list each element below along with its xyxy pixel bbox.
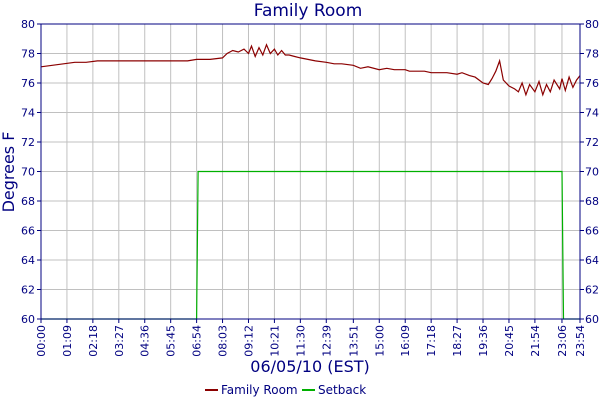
y-tick-label-left: 70 [21, 166, 35, 179]
y-tick-label-right: 64 [585, 254, 599, 267]
y-tick-label-right: 78 [585, 48, 599, 61]
y-tick-label-right: 70 [585, 166, 599, 179]
x-tick-label: 21:54 [529, 325, 542, 357]
y-tick-label-left: 64 [21, 254, 35, 267]
x-tick-label: 04:36 [139, 325, 152, 357]
y-tick-label-right: 62 [585, 284, 599, 297]
x-tick-label: 06:54 [191, 325, 204, 357]
y-tick-label-left: 72 [21, 136, 35, 149]
y-tick-label-right: 76 [585, 77, 599, 90]
x-tick-label: 10:21 [268, 325, 281, 357]
x-tick-label: 09:12 [242, 325, 255, 357]
y-tick-label-right: 66 [585, 225, 599, 238]
legend: Family Room Setback [205, 383, 366, 397]
y-tick-label-right: 80 [585, 18, 599, 31]
x-tick-label: 01:09 [61, 325, 74, 357]
x-tick-label: 03:27 [113, 325, 126, 357]
x-tick-label: 05:45 [165, 325, 178, 357]
y-axis-right: 60 62 64 66 68 70 72 74 76 78 80 [580, 18, 599, 326]
x-tick-label: 08:03 [217, 325, 230, 357]
x-tick-label: 16:09 [399, 325, 412, 357]
x-tick-label: 23:06 [556, 325, 569, 357]
x-tick-label: 17:18 [425, 325, 438, 357]
x-tick-label: 13:51 [347, 325, 360, 357]
y-tick-label-left: 80 [21, 18, 35, 31]
x-tick-label: 00:00 [35, 325, 48, 357]
x-tick-label: 02:18 [87, 325, 100, 357]
series-line-family-room [40, 43, 581, 97]
y-tick-label-left: 68 [21, 195, 35, 208]
y-axis-left: 60 62 64 66 68 70 72 74 76 78 80 [21, 18, 41, 326]
x-tick-label: 19:36 [477, 325, 490, 357]
y-tick-label-right: 68 [585, 195, 599, 208]
y-tick-label-left: 74 [21, 107, 35, 120]
y-tick-label-left: 62 [21, 284, 35, 297]
y-tick-label-left: 78 [21, 48, 35, 61]
y-tick-label-left: 66 [21, 225, 35, 238]
chart-title: Family Room [254, 1, 363, 21]
y-tick-label-left: 60 [21, 313, 35, 326]
x-tick-label: 12:39 [320, 325, 333, 357]
x-tick-label: 15:00 [373, 325, 386, 357]
legend-label-family-room: Family Room [221, 383, 298, 397]
y-tick-label-right: 72 [585, 136, 599, 149]
x-tick-label: 20:45 [503, 325, 516, 357]
y-tick-label-right: 60 [585, 313, 599, 326]
y-tick-label-left: 76 [21, 77, 35, 90]
x-axis: 00:00 01:09 02:18 03:27 04:36 05:45 06:54 08:03… [35, 319, 587, 357]
x-tick-label: 11:30 [294, 325, 307, 357]
y-tick-label-right: 74 [585, 107, 599, 120]
y-axis-label: Degrees F [0, 132, 18, 213]
x-tick-label: 18:27 [451, 325, 464, 357]
x-tick-label: 23:54 [574, 325, 587, 357]
x-axis-label: 06/05/10 (EST) [250, 357, 369, 376]
legend-label-setback: Setback [318, 383, 366, 397]
